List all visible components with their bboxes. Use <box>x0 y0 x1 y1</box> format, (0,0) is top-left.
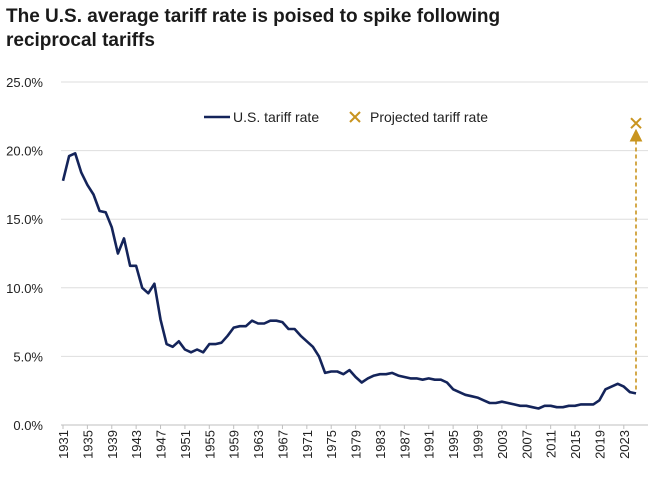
x-tick-label: 1995 <box>446 430 461 459</box>
x-tick-label: 2015 <box>568 430 583 459</box>
legend-swatch-projected <box>349 111 361 123</box>
series-layer <box>61 117 643 410</box>
x-tick-label: 2007 <box>519 430 534 459</box>
x-tick-label: 1939 <box>105 430 120 459</box>
x-tick-label: 1951 <box>178 430 193 459</box>
y-tick-label: 0.0% <box>13 418 43 433</box>
x-tick-label: 1935 <box>80 430 95 459</box>
x-tick-label: 1991 <box>422 430 437 459</box>
x-tick-label: 1999 <box>471 430 486 459</box>
y-tick-label: 5.0% <box>13 349 43 364</box>
x-tick-label: 1947 <box>154 430 169 459</box>
y-axis-ticks: 0.0% 5.0% 10.0% 15.0% 20.0% 25.0% <box>6 75 43 433</box>
chart-title: The U.S. average tariff rate is poised t… <box>6 6 501 51</box>
x-tick-label: 1943 <box>129 430 144 459</box>
x-axis-ticks: 1931 1935 1939 1943 1947 1951 1955 1959 1963 1967… <box>56 425 632 459</box>
legend-label-us-tariff-rate: U.S. tariff rate <box>233 109 319 125</box>
x-tick-label: 2003 <box>495 430 510 459</box>
y-tick-label: 25.0% <box>6 75 43 90</box>
projected-point-marker <box>630 117 642 129</box>
legend: U.S. tariff rate Projected tariff rate <box>204 109 488 125</box>
x-tick-label: 1979 <box>349 430 364 459</box>
x-tick-label: 1959 <box>227 430 242 459</box>
x-tick-label: 1955 <box>202 430 217 459</box>
x-tick-label: 1971 <box>300 430 315 459</box>
x-tick-label: 1967 <box>275 430 290 459</box>
y-tick-label: 20.0% <box>6 144 43 159</box>
x-tick-label: 1975 <box>324 430 339 459</box>
x-tick-label: 2019 <box>592 430 607 459</box>
x-tick-label: 2023 <box>617 430 632 459</box>
x-tick-label: 1987 <box>397 430 412 459</box>
x-tick-label: 2011 <box>544 430 559 458</box>
y-tick-label: 10.0% <box>6 281 43 296</box>
x-tick-label: 1963 <box>251 430 266 459</box>
x-tick-label: 1931 <box>56 430 71 459</box>
gridlines <box>61 81 648 426</box>
legend-label-projected: Projected tariff rate <box>370 109 488 125</box>
x-tick-label: 1983 <box>373 430 388 459</box>
y-tick-label: 15.0% <box>6 212 43 227</box>
series-line-us-tariff-rate <box>61 152 637 410</box>
